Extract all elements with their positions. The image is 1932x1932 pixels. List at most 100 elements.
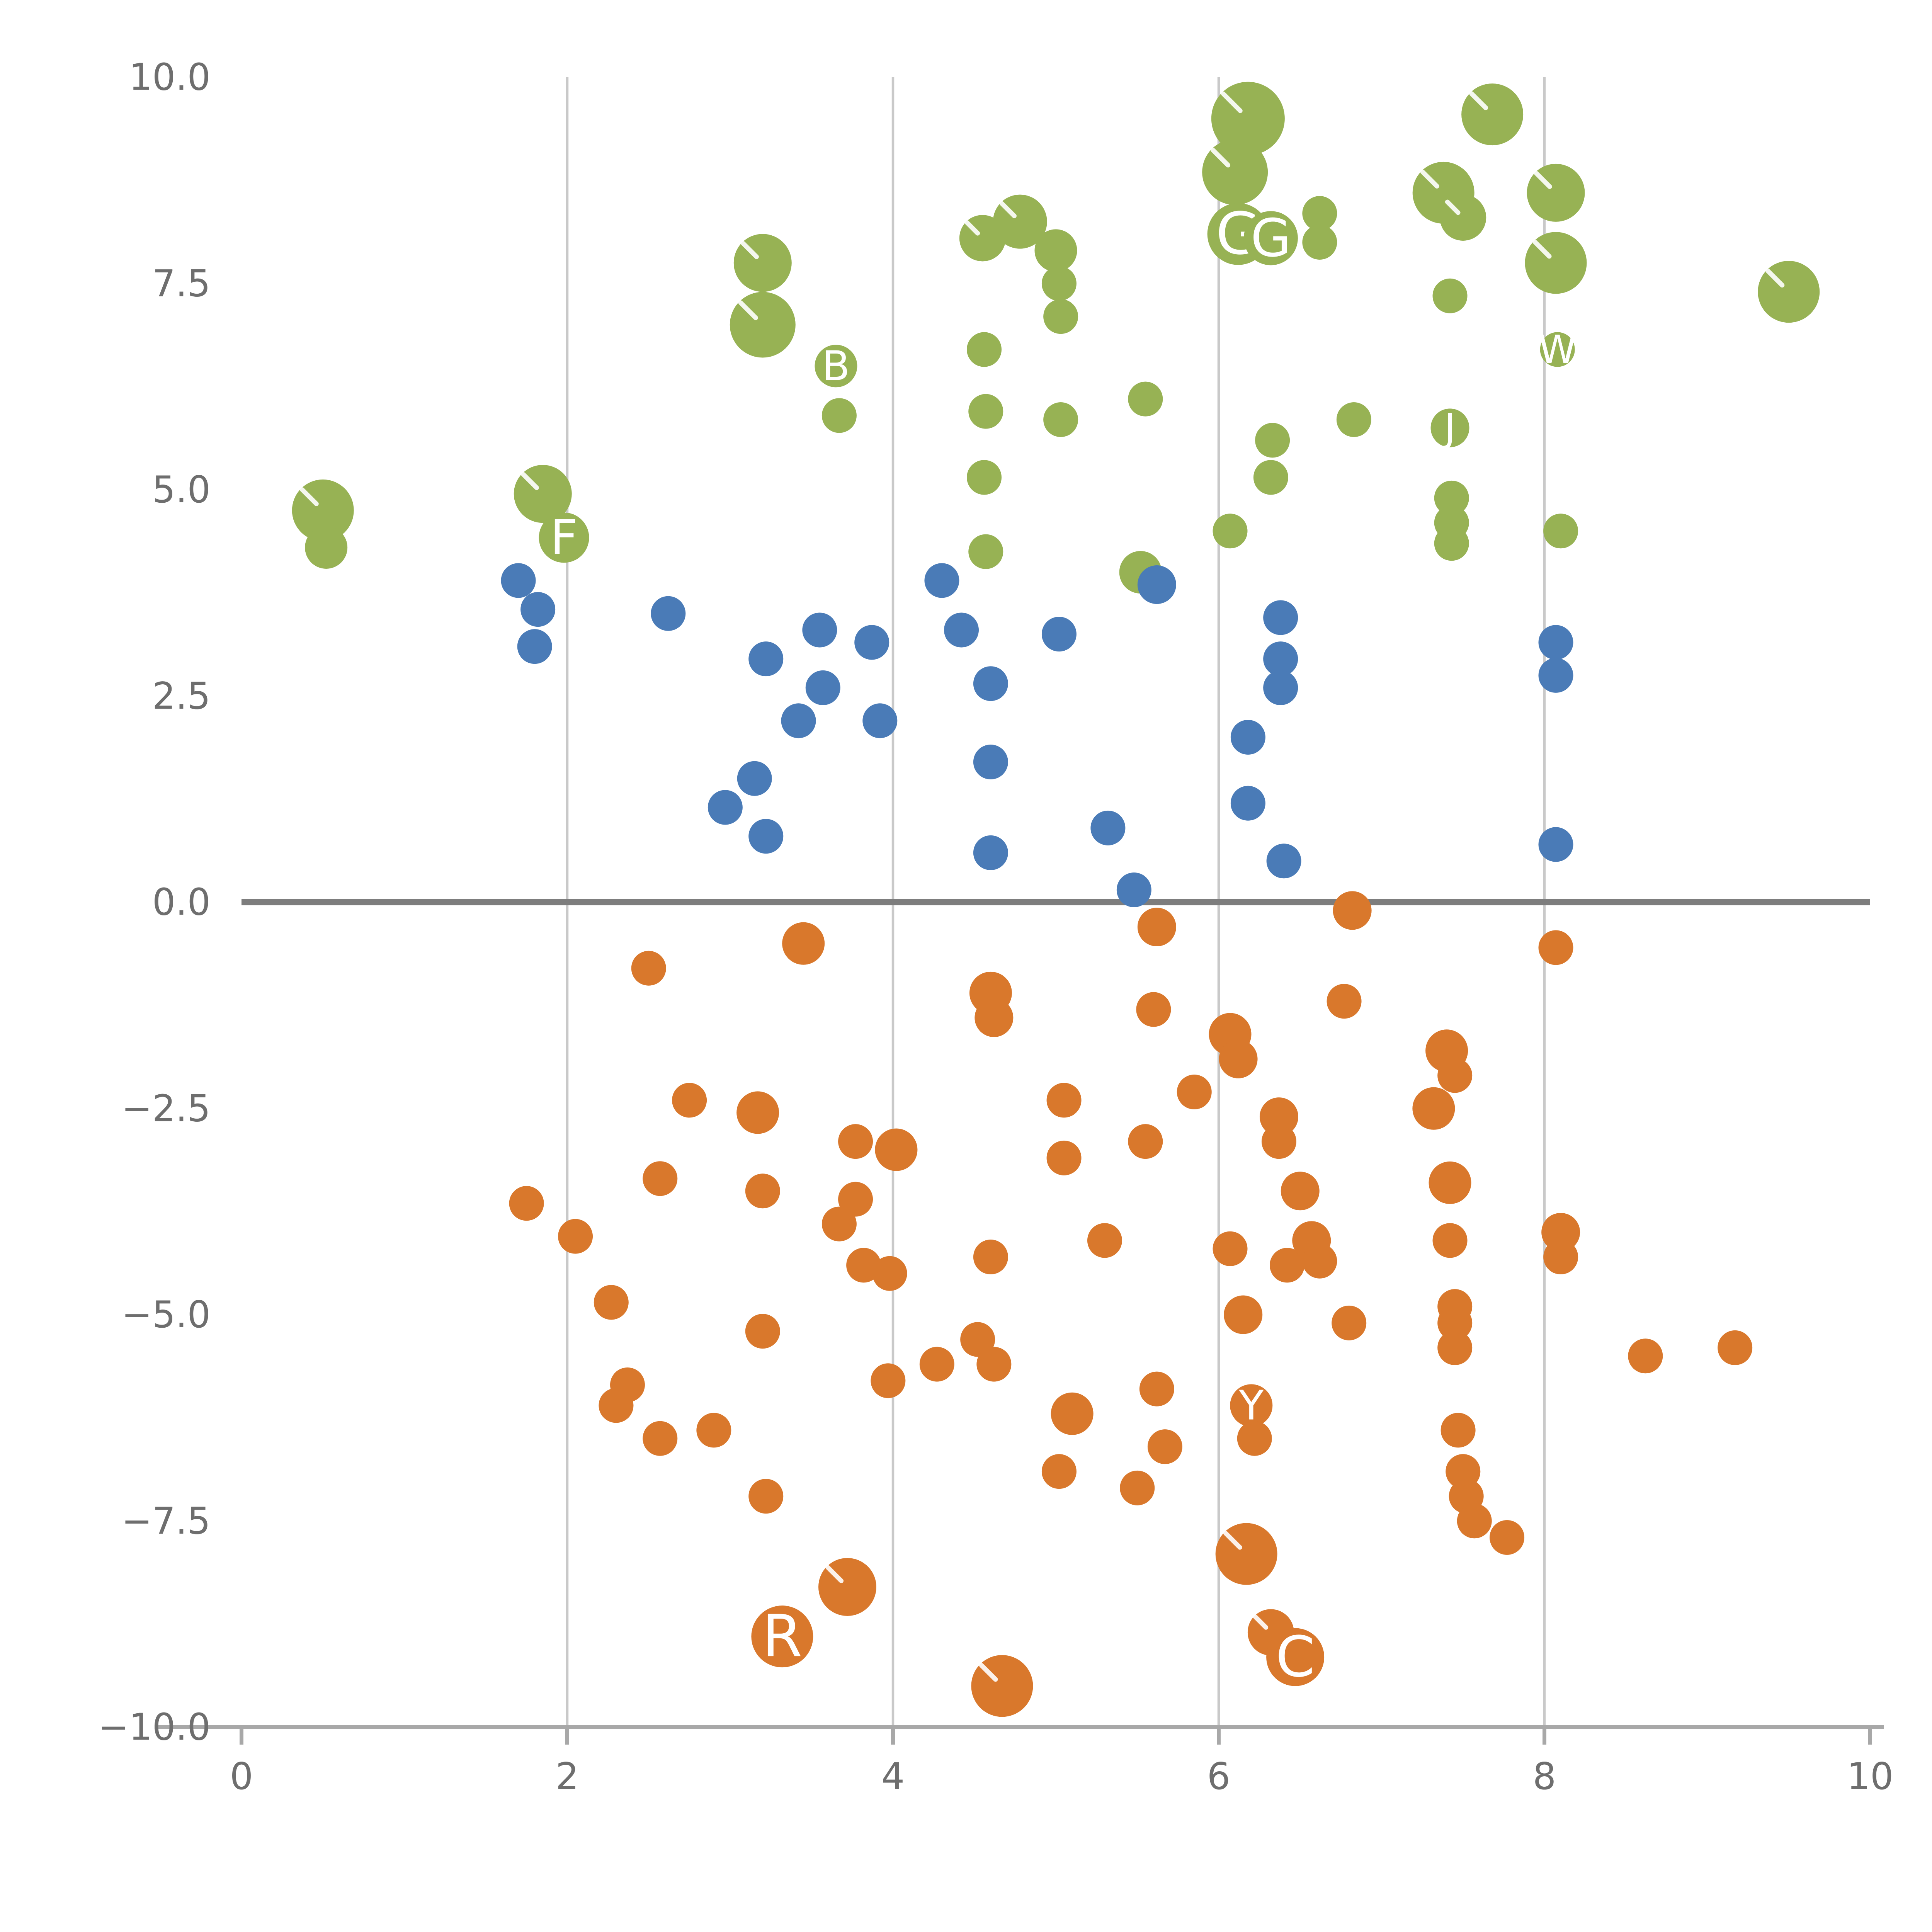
scatter-point bbox=[1230, 786, 1265, 821]
bubble-label: F bbox=[550, 510, 578, 566]
scatter-point bbox=[1213, 1231, 1248, 1266]
bubble-slash bbox=[999, 201, 1017, 218]
bubble-slash bbox=[1211, 148, 1231, 168]
scatter-point bbox=[1046, 1083, 1082, 1118]
x-tick-label: 4 bbox=[881, 1755, 905, 1798]
bubble-slash bbox=[300, 487, 319, 506]
scatter-point bbox=[1263, 600, 1298, 635]
bubble-slash bbox=[1420, 170, 1439, 189]
y-tick-label: −2.5 bbox=[121, 1087, 211, 1130]
bubble-slash bbox=[1253, 1614, 1269, 1630]
scatter-point bbox=[1332, 1305, 1367, 1340]
bubble-slash bbox=[1765, 269, 1785, 288]
scatter-point bbox=[821, 398, 857, 433]
scatter-point bbox=[821, 1206, 857, 1242]
scatter-point bbox=[1628, 1338, 1663, 1374]
bubble-label: B bbox=[822, 342, 850, 389]
scatter-point bbox=[1120, 1470, 1155, 1505]
scatter-point bbox=[631, 951, 666, 986]
y-tick-label: −7.5 bbox=[121, 1500, 211, 1543]
scatter-point bbox=[651, 596, 686, 631]
scatter-point bbox=[1255, 423, 1290, 458]
scatter-point bbox=[594, 1285, 629, 1320]
x-tick-label: 0 bbox=[230, 1755, 253, 1798]
scatter-point bbox=[1147, 1429, 1182, 1464]
scatter-point bbox=[838, 1124, 873, 1159]
scatter-point bbox=[1434, 526, 1469, 561]
scatter-point bbox=[696, 1413, 731, 1448]
scatter-point bbox=[1538, 625, 1573, 660]
scatter-point bbox=[643, 1161, 678, 1196]
scatter-point bbox=[1090, 810, 1126, 845]
scatter-point bbox=[1434, 480, 1469, 515]
bubble-slash bbox=[1445, 199, 1461, 215]
scatter-point bbox=[1043, 299, 1078, 334]
bubble-label: C bbox=[1276, 1624, 1315, 1690]
scatter-point bbox=[517, 629, 552, 664]
scatter-point bbox=[745, 1173, 780, 1209]
series-orange: R Y C bbox=[509, 891, 1753, 1717]
scatter-point bbox=[751, 1605, 813, 1668]
scatter-point bbox=[1137, 565, 1176, 604]
scatter-point bbox=[707, 790, 743, 825]
scatter-point bbox=[802, 612, 837, 648]
scatter-point bbox=[973, 745, 1008, 780]
y-tick-label: 10.0 bbox=[129, 56, 211, 99]
scatter-point bbox=[1237, 1421, 1272, 1456]
scatter-point bbox=[1457, 1503, 1492, 1539]
scatter-point bbox=[736, 1091, 779, 1134]
bubble-label: G bbox=[1251, 208, 1291, 269]
scatter-point bbox=[1230, 1384, 1273, 1427]
scatter-point bbox=[1543, 514, 1578, 549]
x-tick-label: 8 bbox=[1533, 1755, 1556, 1798]
y-tick-label: 0.0 bbox=[152, 881, 211, 924]
bubble-slash bbox=[521, 472, 539, 490]
scatter-point bbox=[558, 1219, 593, 1254]
y-tick-label: 7.5 bbox=[152, 262, 211, 305]
scatter-point bbox=[1718, 1330, 1753, 1365]
scatter-point bbox=[1128, 381, 1163, 417]
scatter-point bbox=[610, 1367, 645, 1402]
y-tick-label: 2.5 bbox=[152, 675, 211, 718]
x-tick-label: 10 bbox=[1847, 1755, 1894, 1798]
scatter-point bbox=[1263, 670, 1298, 705]
y-tick-label: −5.0 bbox=[121, 1294, 211, 1336]
scatter-point bbox=[672, 1083, 707, 1118]
scatter-point bbox=[501, 563, 536, 598]
scatter-point bbox=[968, 534, 1003, 569]
scatter-point bbox=[1538, 930, 1573, 965]
scatter-point bbox=[1137, 908, 1176, 947]
scatter-point bbox=[871, 1363, 906, 1398]
bubble-slash bbox=[741, 241, 759, 259]
scatter-point bbox=[1259, 1097, 1298, 1136]
scatter-point bbox=[1266, 844, 1301, 879]
scatter-point bbox=[854, 625, 889, 660]
scatter-point bbox=[1128, 1124, 1163, 1159]
bubble-slash bbox=[1223, 1531, 1242, 1550]
x-tick-label: 6 bbox=[1207, 1755, 1230, 1798]
scatter-point bbox=[781, 703, 816, 738]
y-tick-label: −10.0 bbox=[98, 1706, 211, 1749]
scatter-point bbox=[748, 819, 784, 854]
scatter-point bbox=[1266, 1628, 1325, 1686]
series-blue bbox=[501, 563, 1573, 907]
scatter-point bbox=[967, 460, 1002, 495]
scatter-point bbox=[1046, 1140, 1082, 1175]
scatter-point bbox=[968, 394, 1003, 429]
scatter-point bbox=[305, 526, 348, 569]
scatter-point bbox=[973, 666, 1008, 701]
scatter-point bbox=[1302, 1243, 1337, 1279]
scatter-point bbox=[1043, 402, 1078, 437]
scatter-point bbox=[973, 835, 1008, 870]
scatter-point bbox=[1041, 617, 1077, 652]
scatter-point bbox=[1336, 402, 1371, 437]
scatter-point bbox=[1541, 1213, 1580, 1252]
scatter-point bbox=[976, 1347, 1012, 1382]
scatter-point bbox=[643, 1421, 678, 1456]
scatter-point bbox=[1327, 984, 1362, 1019]
bubble-label: W bbox=[1538, 327, 1577, 372]
scatter-point bbox=[1253, 460, 1288, 495]
scatter-point bbox=[748, 641, 784, 677]
